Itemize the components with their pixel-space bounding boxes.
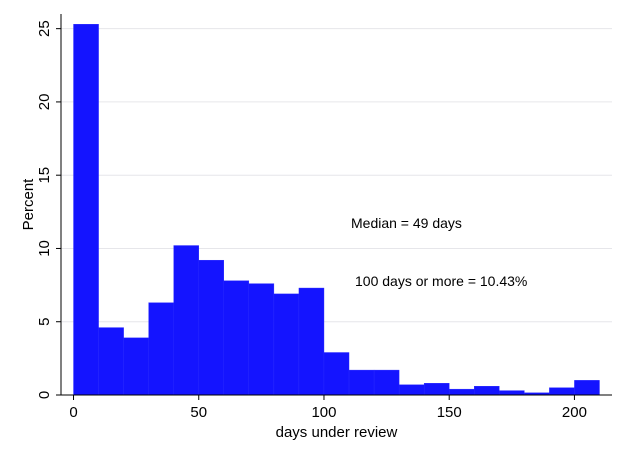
histogram-bar-30-40	[148, 302, 174, 396]
y-tick-label-25: 25	[36, 20, 53, 37]
histogram-bar-100-110	[323, 352, 350, 396]
axes	[60, 14, 612, 396]
histogram-bar-150-160	[449, 388, 475, 396]
x-tick-label-150: 150	[437, 404, 462, 421]
median-annotation: Median = 49 days	[351, 215, 462, 231]
y-tick-label-15: 15	[36, 167, 53, 184]
x-tick-label-0: 0	[69, 404, 77, 421]
histogram-bar-120-130	[373, 369, 400, 396]
y-tick-label-10: 10	[36, 240, 53, 257]
histogram-bar-110-120	[348, 369, 375, 396]
histogram-bar-170-180	[499, 390, 525, 396]
histogram-bar-80-90	[273, 293, 300, 396]
histogram-bar-140-150	[423, 383, 450, 396]
histogram-bar-90-100	[298, 287, 325, 396]
x-axis-title: days under review	[276, 424, 398, 441]
x-tick-label-50: 50	[190, 404, 207, 421]
gridlines	[61, 28, 612, 323]
histogram-bar-130-140	[398, 384, 425, 396]
y-tick-label-0: 0	[36, 391, 53, 399]
y-axis-title: Percent	[20, 178, 37, 231]
histogram-bar-50-60	[198, 259, 224, 396]
x-tick-label-100: 100	[311, 404, 336, 421]
axis-ticks: 0 50 100 150 200 0 5 10 15 20 25	[36, 20, 587, 421]
histogram-bar-10-20	[98, 327, 124, 396]
histogram-bar-60-70	[223, 280, 250, 396]
histogram-bar-190-200	[549, 387, 575, 396]
x-tick-label-200: 200	[562, 404, 587, 421]
histogram-bar-200-210	[574, 380, 600, 396]
histogram-bars	[73, 24, 600, 396]
histogram-bar-0-10	[73, 24, 99, 396]
histogram-bar-70-80	[248, 283, 275, 396]
over-100-days-annotation: 100 days or more = 10.43%	[355, 273, 527, 289]
y-tick-label-5: 5	[36, 318, 53, 326]
y-tick-label-20: 20	[36, 94, 53, 111]
histogram-bar-20-30	[123, 337, 149, 396]
histogram-bar-160-170	[474, 386, 500, 396]
histogram-bar-40-50	[173, 245, 199, 396]
